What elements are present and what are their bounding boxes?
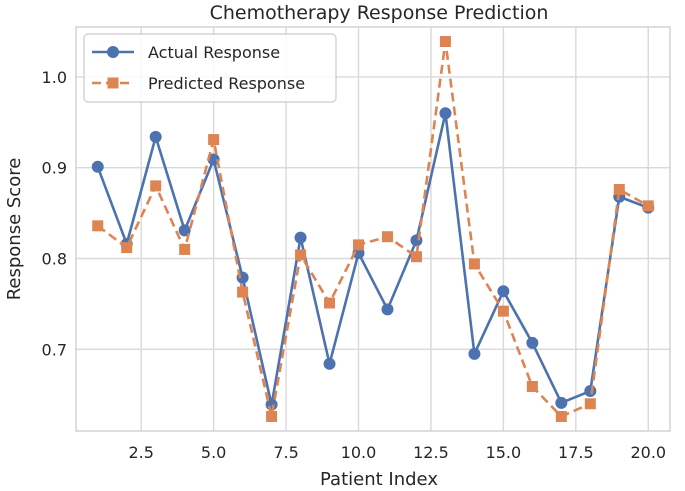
legend-box <box>83 33 337 103</box>
data-point <box>642 200 654 212</box>
data-point <box>324 297 336 309</box>
data-point <box>381 231 393 243</box>
legend-label: Actual Response <box>148 43 280 62</box>
y-tick-label: 1.0 <box>42 68 67 87</box>
data-point <box>179 243 191 255</box>
data-point <box>207 153 220 166</box>
data-point <box>439 36 451 48</box>
data-point <box>149 130 162 143</box>
data-point <box>150 180 162 192</box>
y-tick-label: 0.8 <box>42 250 67 269</box>
data-point <box>526 336 539 349</box>
data-point <box>468 258 480 270</box>
y-tick-labels: 0.7 0.8 0.9 1.0 <box>42 68 67 359</box>
legend-entries: Actual Response Predicted Response <box>92 43 305 93</box>
data-point <box>121 242 133 254</box>
data-point <box>295 249 307 261</box>
x-tick-label: 17.5 <box>558 443 594 462</box>
x-tick-label: 20.0 <box>630 443 666 462</box>
x-tick-label: 12.5 <box>413 443 449 462</box>
legend-marker <box>107 77 119 89</box>
series-predicted <box>92 36 654 422</box>
legend-marker <box>107 46 119 58</box>
data-point <box>468 347 481 360</box>
x-axis-label: Patient Index <box>320 469 438 490</box>
legend-item: Actual Response <box>92 43 280 62</box>
data-point <box>497 305 509 317</box>
data-point <box>410 251 422 263</box>
data-point <box>526 381 538 393</box>
data-point <box>353 239 365 251</box>
data-point <box>410 234 423 247</box>
x-tick-label: 15.0 <box>486 443 522 462</box>
y-axis-label: Response Score <box>4 158 25 301</box>
x-tick-label: 7.5 <box>273 443 298 462</box>
data-point <box>237 286 249 298</box>
series-layer <box>91 36 655 422</box>
data-point <box>584 385 597 398</box>
series-line <box>96 111 650 406</box>
data-point <box>497 285 510 298</box>
data-point <box>555 396 568 409</box>
data-point <box>381 303 394 316</box>
y-tick-label: 0.7 <box>42 340 67 359</box>
plot-frame <box>75 26 671 432</box>
x-tick-label: 2.5 <box>128 443 153 462</box>
data-point <box>323 357 336 370</box>
y-tick-label: 0.9 <box>42 159 67 178</box>
data-point <box>584 398 596 410</box>
chart-title: Chemotherapy Response Prediction <box>210 2 549 24</box>
data-point <box>208 134 220 146</box>
data-point <box>92 220 104 232</box>
data-point <box>613 184 625 196</box>
legend-label: Predicted Response <box>148 74 305 93</box>
data-point <box>91 160 104 173</box>
data-point <box>266 410 278 422</box>
x-tick-label: 5.0 <box>201 443 226 462</box>
data-point <box>294 231 307 244</box>
x-tick-labels: 2.5 5.0 7.5 10.0 12.5 15.0 17.5 20.0 <box>128 443 666 462</box>
data-point <box>555 410 567 422</box>
x-tick-label: 10.0 <box>341 443 377 462</box>
legend: Actual Response Predicted Response <box>83 33 337 103</box>
legend-item: Predicted Response <box>92 74 305 93</box>
data-point <box>439 107 452 120</box>
